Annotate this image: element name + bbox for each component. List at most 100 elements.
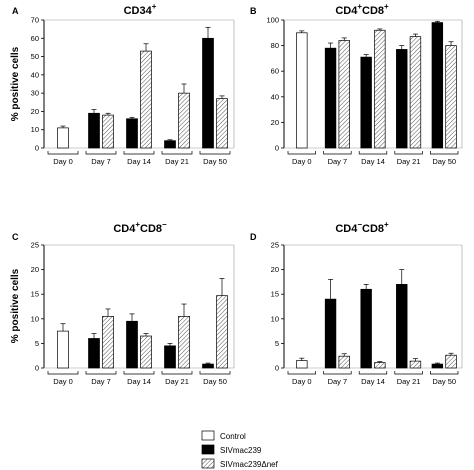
y-tick-label: 70: [31, 16, 39, 25]
panel-a: A CD34+ 0 10 20 30 40 50 60 70 Day 0 Day 7 Day 14 Day…: [12, 2, 235, 166]
y-tick-label: 40: [271, 92, 279, 101]
x-tick-label: Day 14: [127, 377, 151, 386]
bar-sivmac239-nef: [338, 40, 350, 149]
bar-sivmac239-nef: [445, 354, 457, 369]
bar-control: [57, 330, 69, 369]
bar-sivmac239: [202, 363, 214, 369]
x-tick-label: Day 21: [165, 157, 189, 166]
category-bracket: [287, 151, 316, 155]
category-bracket: [394, 371, 423, 375]
x-tick-label: Day 0: [292, 377, 312, 386]
panel-title: CD4−​CD8+​: [335, 220, 389, 235]
legend-label: SIVmac239: [220, 446, 262, 455]
bar-sivmac239-nef: [102, 315, 114, 369]
bar-sivmac239: [324, 47, 337, 149]
category-bracket: [394, 151, 423, 155]
y-tick-label: 60: [31, 34, 39, 43]
y-tick-label: 15: [31, 290, 39, 299]
x-tick-label: Day 21: [397, 157, 421, 166]
x-tick-label: Day 7: [328, 157, 348, 166]
bar-sivmac239-nef: [216, 98, 228, 149]
y-tick-label: 0: [35, 144, 39, 153]
category-bracket: [358, 371, 388, 375]
bar-sivmac239: [88, 338, 100, 369]
legend-swatch: [201, 458, 215, 469]
bar-sivmac239: [164, 140, 176, 149]
x-tick-label: Day 50: [432, 157, 456, 166]
panel-title: CD34+: [124, 2, 157, 17]
bar-sivmac239-nef: [178, 92, 190, 149]
category-bracket: [430, 371, 459, 375]
bar-sivmac239-nef: [216, 295, 228, 369]
category-bracket: [323, 371, 352, 375]
bar-sivmac239-nef: [374, 29, 386, 149]
y-tick-label: 0: [275, 364, 279, 373]
x-tick-label: Day 21: [397, 377, 421, 386]
category-bracket: [430, 151, 459, 155]
bar-sivmac239: [431, 22, 444, 149]
x-tick-label: Day 50: [203, 377, 227, 386]
x-tick-label: Day 0: [53, 157, 73, 166]
panel-letter: C: [12, 232, 19, 242]
panel-letter: B: [250, 6, 257, 16]
category-bracket: [85, 371, 117, 375]
y-tick-label: 60: [271, 67, 279, 76]
bar-sivmac239: [164, 345, 176, 369]
y-tick-label: 100: [266, 16, 279, 25]
x-tick-label: Day 14: [127, 157, 151, 166]
category-bracket: [47, 371, 79, 375]
x-tick-label: Day 14: [361, 377, 385, 386]
y-axis-label: % positive cells: [10, 46, 21, 121]
x-tick-label: Day 7: [91, 377, 111, 386]
bar-control: [296, 32, 308, 149]
bar-sivmac239: [202, 37, 214, 149]
legend-label: SIVmac239Δnef: [220, 460, 279, 469]
panel-letter: D: [250, 232, 257, 242]
legend-label: Control: [220, 432, 246, 441]
x-tick-label: Day 0: [53, 377, 73, 386]
category-bracket: [161, 371, 193, 375]
y-tick-label: 5: [35, 339, 39, 348]
legend: Control SIVmac239 SIVmac239Δnef: [201, 430, 279, 469]
y-tick-label: 20: [271, 265, 279, 274]
x-tick-label: Day 50: [432, 377, 456, 386]
category-bracket: [199, 371, 231, 375]
y-tick-label: 25: [31, 241, 39, 250]
category-bracket: [287, 371, 316, 375]
legend-swatch: [201, 444, 215, 455]
y-tick-label: 50: [31, 52, 39, 61]
x-tick-label: Day 14: [361, 157, 385, 166]
y-tick-label: 10: [31, 125, 39, 134]
y-tick-label: 20: [271, 118, 279, 127]
bar-sivmac239: [126, 118, 138, 149]
bar-control: [296, 360, 308, 369]
bar-sivmac239-nef: [445, 45, 457, 149]
bar-sivmac239-nef: [338, 355, 350, 369]
x-tick-label: Day 50: [203, 157, 227, 166]
bar-sivmac239-nef: [178, 315, 190, 369]
y-tick-label: 0: [35, 364, 39, 373]
y-tick-label: 20: [31, 265, 39, 274]
category-bracket: [47, 151, 79, 155]
y-tick-label: 40: [31, 70, 39, 79]
category-bracket: [123, 151, 155, 155]
category-bracket: [85, 151, 117, 155]
x-tick-label: Day 0: [292, 157, 312, 166]
x-tick-label: Day 7: [328, 377, 348, 386]
y-tick-label: 20: [31, 107, 39, 116]
bar-sivmac239-nef: [102, 114, 114, 149]
y-tick-label: 25: [271, 241, 279, 250]
panel-c: C CD4+​CD8−​ 0 5 10 15 20 25 Day 0 Day 7 Day 14 Day…: [12, 220, 235, 386]
bar-sivmac239: [88, 112, 100, 149]
bar-sivmac239: [360, 56, 372, 149]
category-bracket: [358, 151, 388, 155]
bar-sivmac239: [396, 49, 408, 149]
panel-title: CD4+​CD8+​: [335, 2, 389, 17]
y-tick-label: 30: [31, 89, 39, 98]
y-tick-label: 80: [271, 41, 279, 50]
x-tick-label: Day 21: [165, 377, 189, 386]
bar-sivmac239: [324, 298, 337, 369]
bar-sivmac239: [396, 284, 408, 369]
panel-b: B CD4+​CD8+​ 0 20 40 60 80 100 Day 0 Day 7 Day 14 D…: [250, 2, 463, 166]
